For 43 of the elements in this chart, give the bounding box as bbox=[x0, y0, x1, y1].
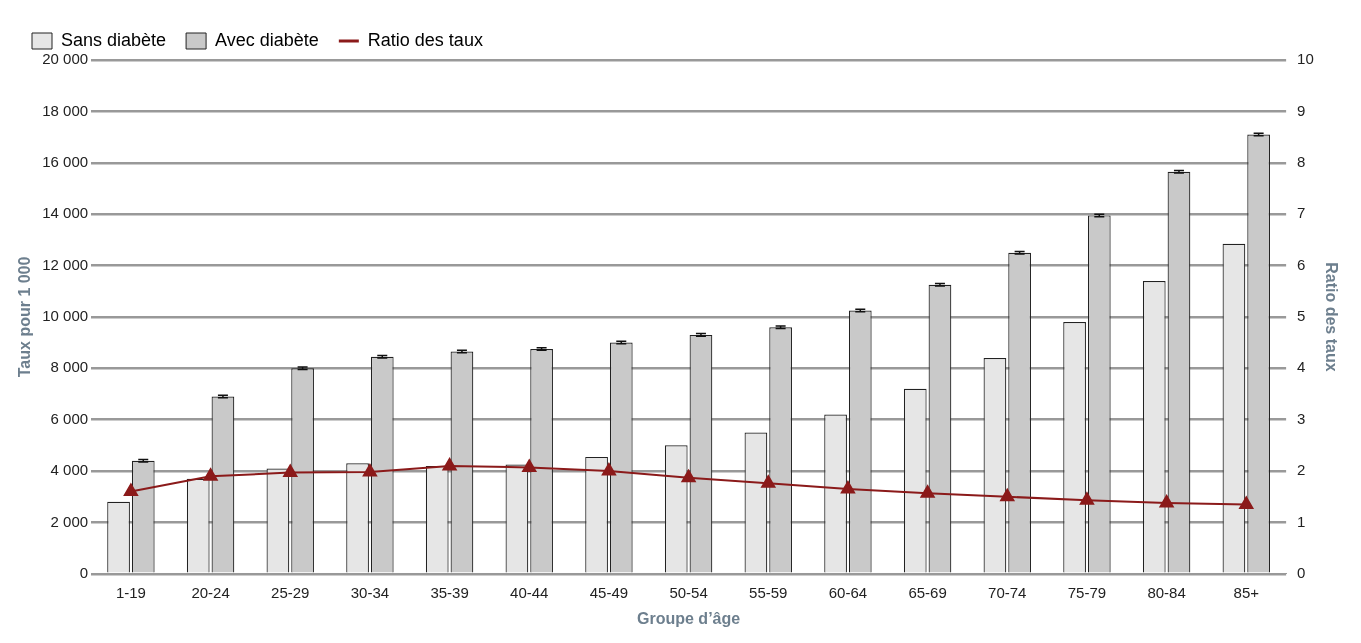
x-tick-label: 40-44 bbox=[510, 583, 549, 601]
y2-tick-label: 3 bbox=[1297, 409, 1306, 427]
x-tick-label: 25-29 bbox=[271, 583, 310, 601]
y-tick-label: 0 bbox=[79, 563, 89, 581]
y2-tick-label: 10 bbox=[1297, 50, 1314, 68]
y2-tick-label: 8 bbox=[1297, 152, 1306, 170]
y2-tick-label: 9 bbox=[1297, 101, 1306, 119]
y2-axis-title: Ratio des taux bbox=[1322, 262, 1340, 372]
legend-label: Sans diabète bbox=[61, 29, 167, 50]
y-tick-label: 16 000 bbox=[42, 152, 89, 170]
x-tick-label: 70-74 bbox=[988, 583, 1027, 601]
x-tick-label: 30-34 bbox=[350, 583, 390, 601]
y-tick-label: 20 000 bbox=[42, 50, 89, 68]
x-tick-label: 65-69 bbox=[908, 583, 947, 601]
x-tick-label: 60-64 bbox=[828, 583, 868, 601]
x-tick-label: 85+ bbox=[1233, 583, 1260, 601]
x-tick-label: 35-39 bbox=[430, 583, 469, 601]
x-tick-label: 75-79 bbox=[1067, 583, 1107, 601]
y2-tick-label: 2 bbox=[1297, 461, 1306, 479]
x-tick-label: 1-19 bbox=[115, 583, 146, 601]
y-tick-label: 8 000 bbox=[50, 358, 89, 376]
x-axis-title: Groupe d’âge bbox=[637, 609, 741, 627]
y-tick-label: 6 000 bbox=[50, 409, 89, 427]
y-tick-label: 14 000 bbox=[42, 204, 89, 222]
y2-tick-label: 5 bbox=[1297, 307, 1306, 325]
y2-tick-label: 0 bbox=[1297, 563, 1306, 581]
y-tick-label: 4 000 bbox=[50, 461, 89, 479]
y-tick-label: 2 000 bbox=[50, 512, 89, 530]
y-tick-label: 18 000 bbox=[42, 101, 89, 119]
x-tick-label: 55-59 bbox=[749, 583, 788, 601]
x-tick-label: 20-24 bbox=[191, 583, 230, 601]
y2-tick-label: 7 bbox=[1297, 204, 1306, 222]
legend-label: Avec diabète bbox=[215, 29, 319, 50]
y-tick-label: 10 000 bbox=[42, 307, 89, 325]
x-tick-label: 45-49 bbox=[589, 583, 629, 601]
y2-tick-label: 6 bbox=[1297, 255, 1306, 273]
x-tick-label: 50-54 bbox=[669, 583, 708, 601]
y2-tick-label: 1 bbox=[1297, 512, 1306, 530]
y2-tick-label: 4 bbox=[1297, 358, 1306, 376]
y-axis-title: Taux pour 1 000 bbox=[16, 256, 34, 378]
legend-label: Ratio des taux bbox=[367, 29, 483, 50]
y-tick-label: 12 000 bbox=[42, 255, 89, 273]
x-tick-label: 80-84 bbox=[1147, 583, 1186, 601]
